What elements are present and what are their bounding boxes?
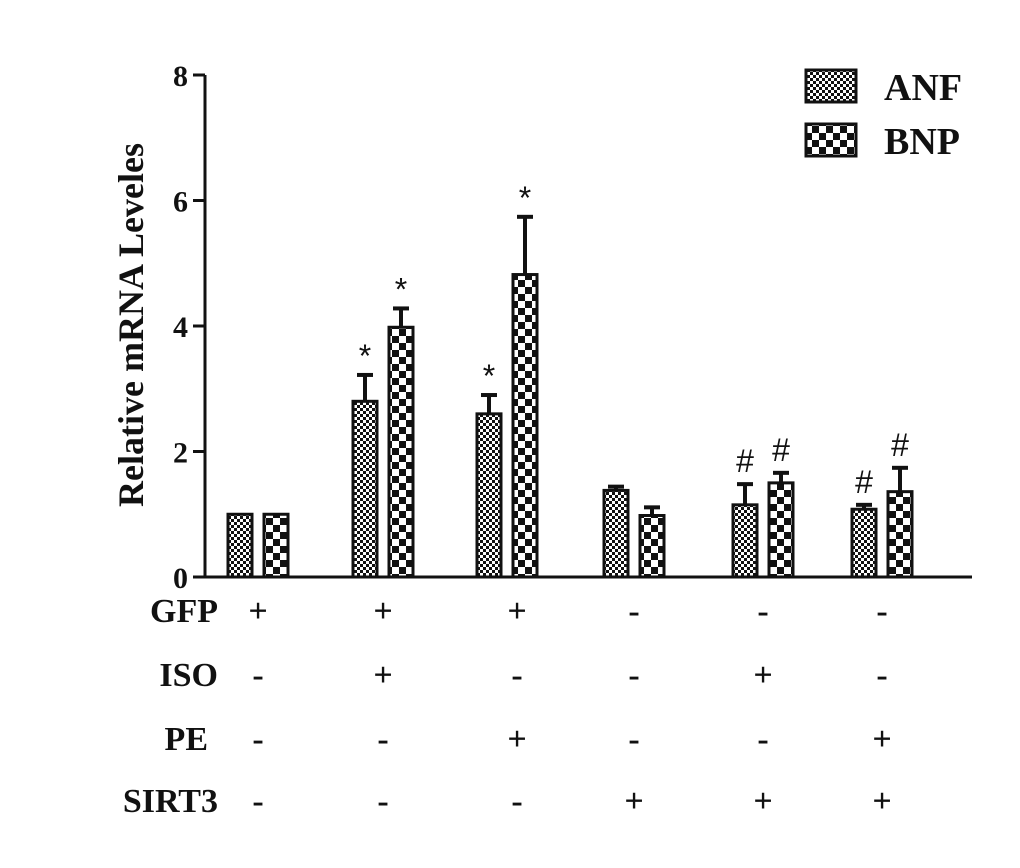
y-tick-label: 0 (173, 562, 188, 595)
bars (226, 214, 914, 579)
treatment-plus: + (373, 593, 392, 630)
legend-label-bnp: BNP (884, 121, 960, 163)
legend-swatch-anf (804, 68, 858, 104)
legend-label-anf: ANF (884, 67, 962, 109)
bar-bnp (387, 325, 415, 579)
significance-hash: # (736, 443, 754, 479)
bar-bnp (511, 273, 539, 579)
treatment-plus: + (624, 783, 643, 820)
treatment-plus: + (507, 721, 526, 758)
treatment-minus: - (252, 783, 263, 820)
treatment-label-gfp: GFP (150, 593, 218, 630)
significance-star: * (519, 180, 531, 216)
bar-anf (226, 512, 254, 579)
treatment-minus: - (252, 721, 263, 758)
significance-star: * (483, 358, 495, 394)
treatment-minus: - (377, 721, 388, 758)
treatment-plus: + (248, 593, 267, 630)
treatment-plus: + (753, 783, 772, 820)
bar-anf (731, 503, 759, 579)
significance-star: * (359, 338, 371, 374)
y-axis: 0 2 4 6 8 (173, 60, 207, 595)
bar-anf (351, 399, 379, 579)
treatment-plus: + (373, 657, 392, 694)
legend: ANF BNP (804, 67, 962, 163)
y-axis-title: Relative mRNA Leveles (111, 143, 151, 507)
bar-bnp (638, 514, 666, 579)
treatment-minus: - (252, 657, 263, 694)
treatment-minus: - (628, 657, 639, 694)
significance-hash: # (891, 427, 909, 463)
significance-hash: # (772, 432, 790, 468)
treatment-minus: - (757, 721, 768, 758)
y-tick-label: 6 (173, 186, 188, 219)
treatment-plus: + (872, 721, 891, 758)
significance-annotations: * * # # * * # # (359, 180, 909, 500)
treatment-minus: - (628, 593, 639, 630)
bar-bnp (886, 490, 914, 579)
legend-swatch-bnp (804, 122, 858, 158)
significance-hash: # (855, 464, 873, 500)
treatment-minus: - (757, 593, 768, 630)
treatment-plus: + (753, 657, 772, 694)
treatment-table: GFP + + + - - -ISO - + - - + -PE - - + - - +SIRT3- - - + + + (123, 593, 892, 820)
bar-anf (602, 488, 630, 579)
treatment-minus: - (628, 721, 639, 758)
treatment-minus: - (511, 657, 522, 694)
bar-anf (475, 412, 503, 579)
bar-anf (850, 507, 878, 579)
bar-bnp (767, 481, 795, 579)
significance-star: * (395, 271, 407, 307)
treatment-plus: + (872, 783, 891, 820)
y-tick-label: 4 (173, 311, 188, 344)
treatment-label-sirt3: SIRT3 (123, 783, 218, 820)
treatment-minus: - (876, 657, 887, 694)
treatment-minus: - (876, 593, 887, 630)
treatment-minus: - (511, 783, 522, 820)
treatment-label-iso: ISO (159, 657, 218, 694)
y-tick-label: 8 (173, 60, 188, 93)
treatment-plus: + (507, 593, 526, 630)
y-tick-label: 2 (173, 437, 188, 470)
treatment-label-pe: PE (165, 721, 208, 758)
treatment-minus: - (377, 783, 388, 820)
bar-bnp (262, 512, 290, 579)
